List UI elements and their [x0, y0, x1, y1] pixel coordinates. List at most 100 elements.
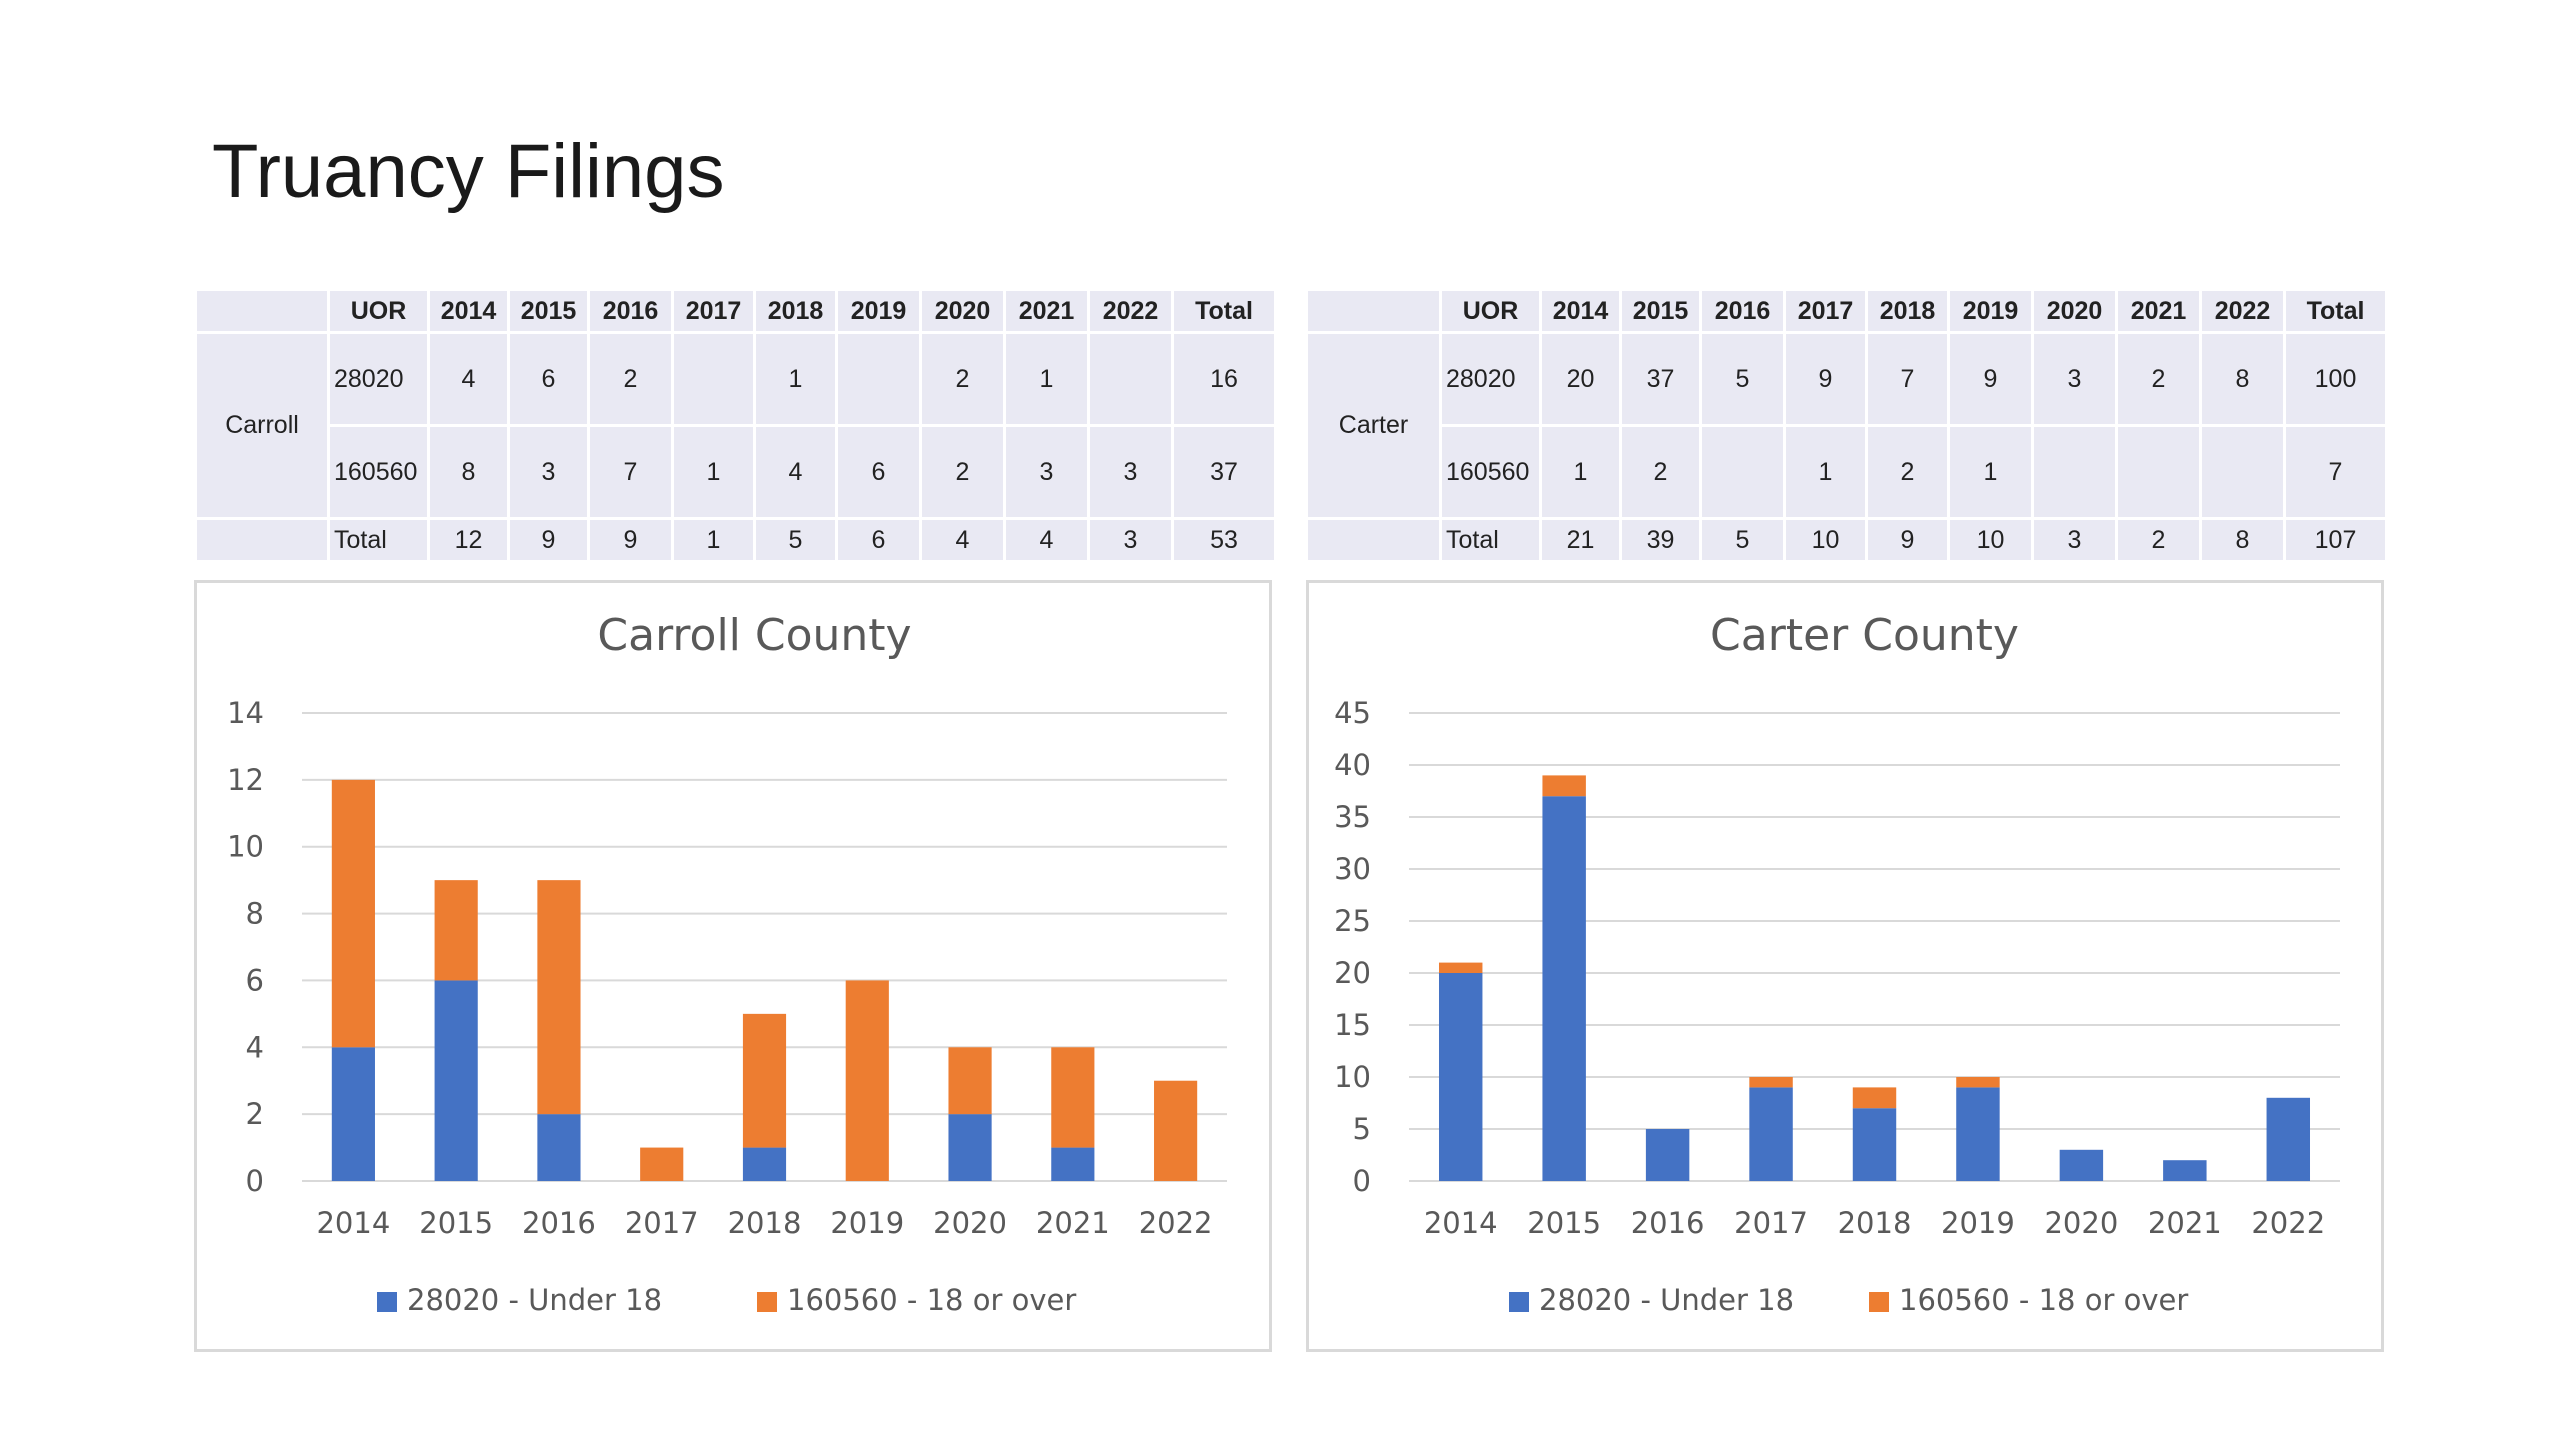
bar-segment: [1749, 1077, 1793, 1088]
bar-segment: [434, 880, 478, 981]
x-tick-label: 2018: [1838, 1206, 1912, 1240]
table-header-cell: 2020: [2031, 288, 2118, 334]
x-tick-label: 2019: [830, 1206, 904, 1240]
table-row: Carter 28020 20 37 5 9 7 9 3 2 8 100: [1305, 331, 2388, 520]
table-cell: [1699, 424, 1786, 520]
table-cell: 21: [1539, 517, 1622, 563]
table-header-cell: 2019: [1947, 288, 2034, 334]
chart-title: Carroll County: [597, 610, 911, 661]
table-cell: 4: [1003, 517, 1090, 563]
table-cell: 5: [1699, 331, 1786, 427]
table-cell: 3: [507, 424, 590, 520]
x-tick-label: 2020: [933, 1206, 1007, 1240]
y-tick-label: 40: [1334, 748, 1371, 782]
x-tick-label: 2018: [728, 1206, 802, 1240]
x-tick-label: 2021: [1036, 1206, 1110, 1240]
x-tick-label: 2015: [1527, 1206, 1601, 1240]
table-cell: [2115, 424, 2202, 520]
table-cell: 37: [1171, 424, 1277, 520]
bar-segment: [1852, 1108, 1897, 1181]
table-cell: 2: [2115, 331, 2202, 427]
y-tick-label: 0: [246, 1164, 264, 1198]
bar-segment: [331, 779, 375, 1048]
table-cell: 3: [2031, 331, 2118, 427]
bar-segment: [1749, 1087, 1793, 1181]
y-tick-label: 0: [1353, 1164, 1371, 1198]
bar-segment: [1051, 1047, 1095, 1148]
table-cell: 9: [1865, 517, 1950, 563]
page-title: Truancy Filings: [212, 129, 725, 214]
carter-chart: Carter County 0 5 10 15 20 25 30 35 40 45 2014 2015 2…: [1306, 580, 2384, 1352]
bar-segment: [742, 1147, 787, 1181]
table-cell: [2199, 424, 2286, 520]
bar-segment: [2266, 1097, 2311, 1181]
bar-segment: [537, 880, 581, 1115]
bar-segment: [537, 1114, 581, 1181]
bar-segment: [1542, 796, 1586, 1181]
bar-segment: [1956, 1077, 2000, 1088]
legend-label: 160560 - 18 or over: [787, 1283, 1076, 1317]
legend-label: 28020 - Under 18: [1539, 1283, 1794, 1317]
table-blank-cell: [1305, 517, 1442, 563]
bar-segment: [2163, 1160, 2207, 1181]
table-cell: 7: [2283, 424, 2388, 520]
y-tick-label: 14: [227, 696, 264, 730]
table-header-cell: 2021: [1003, 288, 1090, 334]
carter-table: UOR 2014 2015 2016 2017 2018 2019 2020 2…: [1305, 288, 2388, 563]
table-cell: 39: [1619, 517, 1702, 563]
bar-segment: [948, 1047, 992, 1115]
table-cell: 10: [1783, 517, 1868, 563]
table-total-row: Total 21 39 5 10 9 10 3 2 8 107: [1305, 517, 2388, 563]
table-header-cell: UOR: [327, 288, 430, 334]
legend-swatch: [1869, 1292, 1889, 1312]
table-cell: 3: [1087, 517, 1174, 563]
table-cell: 3: [1003, 424, 1090, 520]
table-cell: 3: [1087, 424, 1174, 520]
y-tick-label: 45: [1334, 696, 1371, 730]
table-header-blank: [1305, 288, 1442, 334]
table-cell: 1: [1003, 331, 1090, 427]
y-tick-label: 35: [1334, 800, 1371, 834]
x-tick-label: 2014: [316, 1206, 390, 1240]
table-cell: 5: [753, 517, 838, 563]
table-cell: 28020: [327, 331, 430, 427]
table-header-row: UOR 2014 2015 2016 2017 2018 2019 2020 2…: [1305, 288, 2388, 334]
bar-segment: [1438, 973, 1483, 1181]
table-header-cell: 2015: [1619, 288, 1702, 334]
table-cell: 100: [2283, 331, 2388, 427]
y-tick-label: 30: [1334, 852, 1371, 886]
table-cell: 2: [1865, 424, 1950, 520]
table-cell: [835, 331, 922, 427]
bar-segment: [331, 1047, 375, 1181]
bar-segment: [1956, 1087, 2000, 1181]
table-cell: 9: [1783, 331, 1868, 427]
table-cell: 1: [671, 517, 756, 563]
table-row: 160560 8 3 7 1 4 6 2 3 3 37: [196, 424, 1277, 520]
table-row: 160560 1 2 1 2 1 7: [1307, 424, 2388, 520]
x-tick-label: 2017: [1734, 1206, 1808, 1240]
table-header-cell: UOR: [1439, 288, 1542, 334]
table-header-cell: 2021: [2115, 288, 2202, 334]
table-cell: [671, 331, 756, 427]
table-cell: 8: [2199, 517, 2286, 563]
bar-segment: [640, 1147, 684, 1181]
carroll-table: UOR 2014 2015 2016 2017 2018 2019 2020 2…: [194, 288, 1277, 563]
x-tick-label: 2016: [522, 1206, 596, 1240]
table-header-cell: 2022: [1087, 288, 1174, 334]
x-tick-label: 2016: [1631, 1206, 1705, 1240]
legend-swatch: [377, 1292, 397, 1312]
legend-swatch: [1509, 1292, 1529, 1312]
table-cell: 7: [1865, 331, 1950, 427]
table-cell: 2: [919, 424, 1006, 520]
table-cell: 2: [2115, 517, 2202, 563]
table-header-cell: 2015: [507, 288, 590, 334]
y-tick-label: 25: [1334, 904, 1371, 938]
x-tick-label: 2015: [419, 1206, 493, 1240]
bar-segment: [845, 980, 889, 1181]
table-cell: 9: [587, 517, 674, 563]
y-tick-label: 15: [1334, 1008, 1371, 1042]
table-header-cell: Total: [2283, 288, 2388, 334]
table-cell: 1: [671, 424, 756, 520]
bar-segment: [742, 1013, 787, 1148]
table-cell: 9: [1947, 331, 2034, 427]
